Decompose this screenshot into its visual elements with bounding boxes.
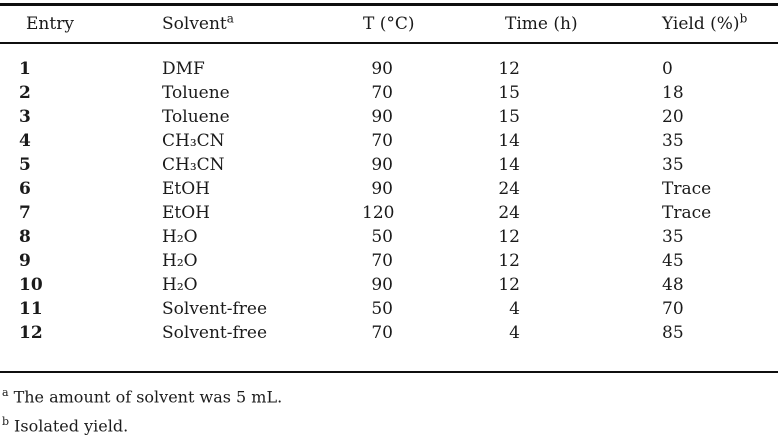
temperature-cell: 90 (371, 179, 393, 199)
time-cell: 14 (498, 155, 520, 175)
yield-cell: 45 (662, 251, 684, 271)
col-header-time: Time (h) (462, 6, 602, 44)
yield-cell: 20 (662, 107, 684, 127)
yield-cell: 85 (662, 323, 684, 343)
footnote-b: b Isolated yield. (2, 409, 778, 438)
temperature-cell: 90 (371, 107, 393, 127)
entry-cell: 8 (19, 227, 31, 247)
table-bottom-rule (0, 371, 778, 373)
entry-cell: 9 (19, 251, 31, 271)
temperature-cell: 70 (371, 131, 393, 151)
yield-cell: Trace (662, 203, 712, 223)
temperature-cell: 90 (371, 275, 393, 295)
yield-cell: 0 (662, 59, 673, 79)
solvent-cell: Toluene (162, 107, 230, 127)
time-cell: 24 (498, 203, 520, 223)
table-row: 5 CH₃CN 90 14 35 (0, 153, 778, 177)
entry-cell: 10 (19, 275, 43, 295)
table-row: 10 H₂O 90 12 48 (0, 273, 778, 297)
temperature-cell: 90 (371, 59, 393, 79)
solvent-cell: Solvent-free (162, 323, 268, 343)
entry-cell: 11 (19, 299, 43, 319)
table-row: 11 Solvent-free 50 4 70 (0, 297, 778, 321)
col-header-label: Time (h) (505, 14, 578, 34)
footnote-a: a The amount of solvent was 5 mL. (2, 380, 778, 409)
entry-cell: 5 (19, 155, 31, 175)
time-cell: 14 (498, 131, 520, 151)
entry-cell: 2 (19, 83, 31, 103)
solvent-cell: DMF (162, 59, 205, 79)
temperature-cell: 70 (371, 323, 393, 343)
table-header: Entry Solventa T (°C) Time (h) Yield (%)… (0, 6, 778, 44)
col-header-entry: Entry (0, 6, 162, 44)
yield-cell: 35 (662, 131, 684, 151)
time-cell: 15 (498, 107, 520, 127)
time-cell: 4 (509, 299, 520, 319)
yield-cell: 35 (662, 227, 684, 247)
table-row: 6 EtOH 90 24 Trace (0, 177, 778, 201)
yield-cell: 35 (662, 155, 684, 175)
col-header-sup: a (226, 11, 234, 26)
entry-cell: 3 (19, 107, 31, 127)
solvent-cell: Toluene (162, 83, 230, 103)
table-row: 3 Toluene 90 15 20 (0, 105, 778, 129)
solvent-cell: H₂O (162, 275, 198, 295)
entry-cell: 12 (19, 323, 43, 343)
table-row: 2 Toluene 70 15 18 (0, 81, 778, 105)
col-header-temperature: T (°C) (362, 6, 462, 44)
temperature-cell: 50 (371, 227, 393, 247)
col-header-solvent: Solventa (162, 6, 362, 44)
time-cell: 24 (498, 179, 520, 199)
time-cell: 12 (498, 251, 520, 271)
footnote-marker: b (2, 415, 10, 429)
temperature-cell: 90 (371, 155, 393, 175)
temperature-cell: 50 (371, 299, 393, 319)
table-row: 12 Solvent-free 70 4 85 (0, 321, 778, 345)
solvent-cell: EtOH (162, 203, 211, 223)
footnote-text: The amount of solvent was 5 mL. (13, 387, 283, 407)
table-footnotes: a The amount of solvent was 5 mL. b Isolat… (0, 380, 778, 439)
col-header-label: Solvent (162, 14, 227, 34)
time-cell: 4 (509, 323, 520, 343)
temperature-cell: 120 (362, 203, 395, 223)
col-header-label: T (°C) (363, 14, 415, 34)
time-cell: 12 (498, 275, 520, 295)
yield-cell: 18 (662, 83, 684, 103)
table-row: 1 DMF 90 12 0 (0, 43, 778, 81)
table-top-rule (0, 3, 778, 6)
time-cell: 12 (498, 227, 520, 247)
col-header-label: Entry (26, 14, 74, 34)
solvent-cell: EtOH (162, 179, 211, 199)
footnote-text: Isolated yield. (14, 416, 129, 436)
entry-cell: 6 (19, 179, 31, 199)
yield-cell: 70 (662, 299, 684, 319)
header-row: Entry Solventa T (°C) Time (h) Yield (%)… (0, 6, 778, 44)
results-table: Entry Solventa T (°C) Time (h) Yield (%)… (0, 6, 778, 345)
entry-cell: 7 (19, 203, 31, 223)
solvent-cell: Solvent-free (162, 299, 268, 319)
time-cell: 12 (498, 59, 520, 79)
temperature-cell: 70 (371, 83, 393, 103)
table-body: 1 DMF 90 12 0 2 Toluene 70 15 18 3 Tolue… (0, 43, 778, 345)
entry-cell: 4 (19, 131, 31, 151)
table-row: 4 CH₃CN 70 14 35 (0, 129, 778, 153)
solvent-cell: H₂O (162, 227, 198, 247)
yield-cell: 48 (662, 275, 684, 295)
yield-cell: Trace (662, 179, 712, 199)
solvent-cell: CH₃CN (162, 155, 225, 175)
col-header-label: Yield (%) (662, 14, 740, 34)
footnote-marker: a (2, 386, 9, 399)
paper-table: Entry Solventa T (°C) Time (h) Yield (%)… (0, 3, 778, 439)
solvent-cell: H₂O (162, 251, 198, 271)
table-row: 9 H₂O 70 12 45 (0, 249, 778, 273)
table-row: 7 EtOH 120 24 Trace (0, 201, 778, 225)
table-row: 8 H₂O 50 12 35 (0, 225, 778, 249)
entry-cell: 1 (19, 59, 31, 79)
col-header-sup: b (739, 11, 748, 26)
col-header-yield: Yield (%)b (602, 6, 778, 44)
time-cell: 15 (498, 83, 520, 103)
temperature-cell: 70 (371, 251, 393, 271)
solvent-cell: CH₃CN (162, 131, 225, 151)
